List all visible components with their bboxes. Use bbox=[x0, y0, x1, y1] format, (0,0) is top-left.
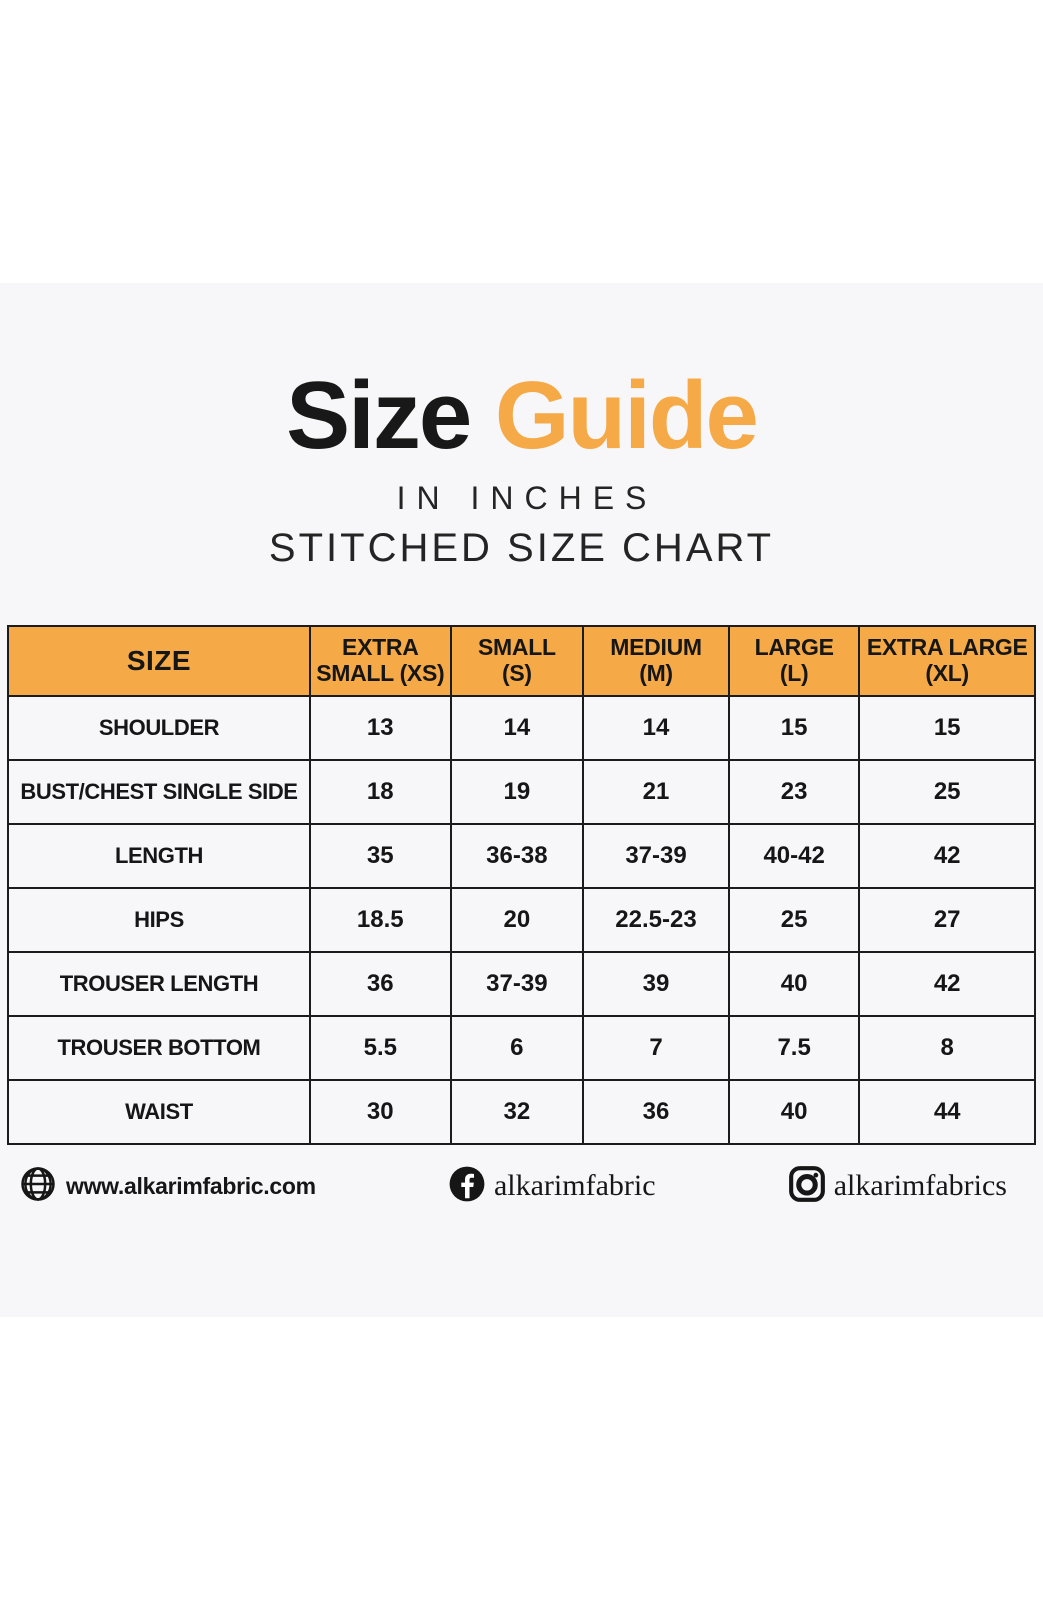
cell-value: 36-38 bbox=[449, 823, 585, 889]
cell-value: 40 bbox=[727, 1079, 861, 1145]
column-header-extra-large: EXTRA LARGE (XL) bbox=[858, 625, 1036, 697]
cell-value: 23 bbox=[727, 759, 861, 825]
cell-value: 32 bbox=[449, 1079, 585, 1145]
cell-value: 19 bbox=[449, 759, 585, 825]
footer-facebook: alkarimfabric bbox=[448, 1165, 656, 1208]
cell-value: 40 bbox=[727, 951, 861, 1017]
cell-value: 7 bbox=[582, 1015, 730, 1081]
table-header-row: SIZE EXTRA SMALL (XS) SMALL (S) MEDIUM (… bbox=[7, 625, 1036, 697]
table-row-length: LENGTH 35 36-38 37-39 40-42 42 bbox=[7, 823, 1036, 889]
column-header-small: SMALL (S) bbox=[449, 625, 585, 697]
cell-value: 13 bbox=[308, 695, 452, 761]
column-header-medium: MEDIUM (M) bbox=[582, 625, 730, 697]
table-row-shoulder: SHOULDER 13 14 14 15 15 bbox=[7, 695, 1036, 761]
cell-value: 35 bbox=[308, 823, 452, 889]
cell-value: 42 bbox=[858, 951, 1036, 1017]
page-title-accent: Guide bbox=[494, 362, 759, 469]
cell-value: 25 bbox=[858, 759, 1036, 825]
size-chart-table: SIZE EXTRA SMALL (XS) SMALL (S) MEDIUM (… bbox=[7, 625, 1036, 1145]
cell-value: 7.5 bbox=[727, 1015, 861, 1081]
cell-value: 14 bbox=[582, 695, 730, 761]
row-label: TROUSER LENGTH bbox=[7, 951, 311, 1017]
row-label: SHOULDER bbox=[7, 695, 311, 761]
cell-value: 30 bbox=[308, 1079, 452, 1145]
cell-value: 37-39 bbox=[582, 823, 730, 889]
cell-value: 20 bbox=[449, 887, 585, 953]
column-header-extra-small: EXTRA SMALL (XS) bbox=[308, 625, 452, 697]
page-title-black: Size bbox=[286, 362, 495, 469]
cell-value: 36 bbox=[308, 951, 452, 1017]
subtitle-stitched-size-chart: STITCHED SIZE CHART bbox=[268, 526, 775, 570]
facebook-icon bbox=[448, 1165, 486, 1208]
subtitle-in-inches: IN INCHES bbox=[396, 480, 658, 516]
cell-value: 36 bbox=[582, 1079, 730, 1145]
table-row-bust-chest: BUST/CHEST SINGLE SIDE 18 19 21 23 25 bbox=[7, 759, 1036, 825]
table-row-trouser-bottom: TROUSER BOTTOM 5.5 6 7 7.5 8 bbox=[7, 1015, 1036, 1081]
table-row-trouser-length: TROUSER LENGTH 36 37-39 39 40 42 bbox=[7, 951, 1036, 1017]
cell-value: 14 bbox=[449, 695, 585, 761]
cell-value: 37-39 bbox=[449, 951, 585, 1017]
row-label: WAIST bbox=[7, 1079, 311, 1145]
cell-value: 18 bbox=[308, 759, 452, 825]
row-label: BUST/CHEST SINGLE SIDE bbox=[7, 759, 311, 825]
page-title: Size Guide bbox=[0, 368, 1043, 464]
cell-value: 15 bbox=[727, 695, 861, 761]
row-label: HIPS bbox=[7, 887, 311, 953]
row-label: LENGTH bbox=[7, 823, 311, 889]
row-label: TROUSER BOTTOM bbox=[7, 1015, 311, 1081]
cell-value: 21 bbox=[582, 759, 730, 825]
cell-value: 27 bbox=[858, 887, 1036, 953]
instagram-handle: alkarimfabrics bbox=[833, 1169, 1007, 1202]
table-row-hips: HIPS 18.5 20 22.5-23 25 27 bbox=[7, 887, 1036, 953]
cell-value: 22.5-23 bbox=[582, 887, 730, 953]
column-header-large: LARGE (L) bbox=[727, 625, 861, 697]
cell-value: 6 bbox=[449, 1015, 585, 1081]
facebook-handle: alkarimfabric bbox=[493, 1169, 656, 1202]
cell-value: 15 bbox=[858, 695, 1036, 761]
cell-value: 39 bbox=[582, 951, 730, 1017]
cell-value: 44 bbox=[858, 1079, 1036, 1145]
cell-value: 40-42 bbox=[727, 823, 861, 889]
website-url: www.alkarimfabric.com bbox=[66, 1172, 316, 1199]
table-row-waist: WAIST 30 32 36 40 44 bbox=[7, 1079, 1036, 1145]
cell-value: 18.5 bbox=[308, 887, 452, 953]
footer: www.alkarimfabric.com alkarimfabric alka… bbox=[0, 1158, 1043, 1214]
instagram-icon bbox=[788, 1165, 826, 1208]
cell-value: 42 bbox=[858, 823, 1036, 889]
footer-website: www.alkarimfabric.com bbox=[18, 1164, 316, 1209]
globe-icon bbox=[18, 1164, 58, 1209]
cell-value: 5.5 bbox=[308, 1015, 452, 1081]
footer-instagram: alkarimfabrics bbox=[788, 1165, 1007, 1208]
title-block: Size Guide IN INCHES STITCHED SIZE CHART bbox=[0, 368, 1043, 571]
cell-value: 8 bbox=[858, 1015, 1036, 1081]
column-header-size: SIZE bbox=[7, 625, 311, 697]
cell-value: 25 bbox=[727, 887, 861, 953]
